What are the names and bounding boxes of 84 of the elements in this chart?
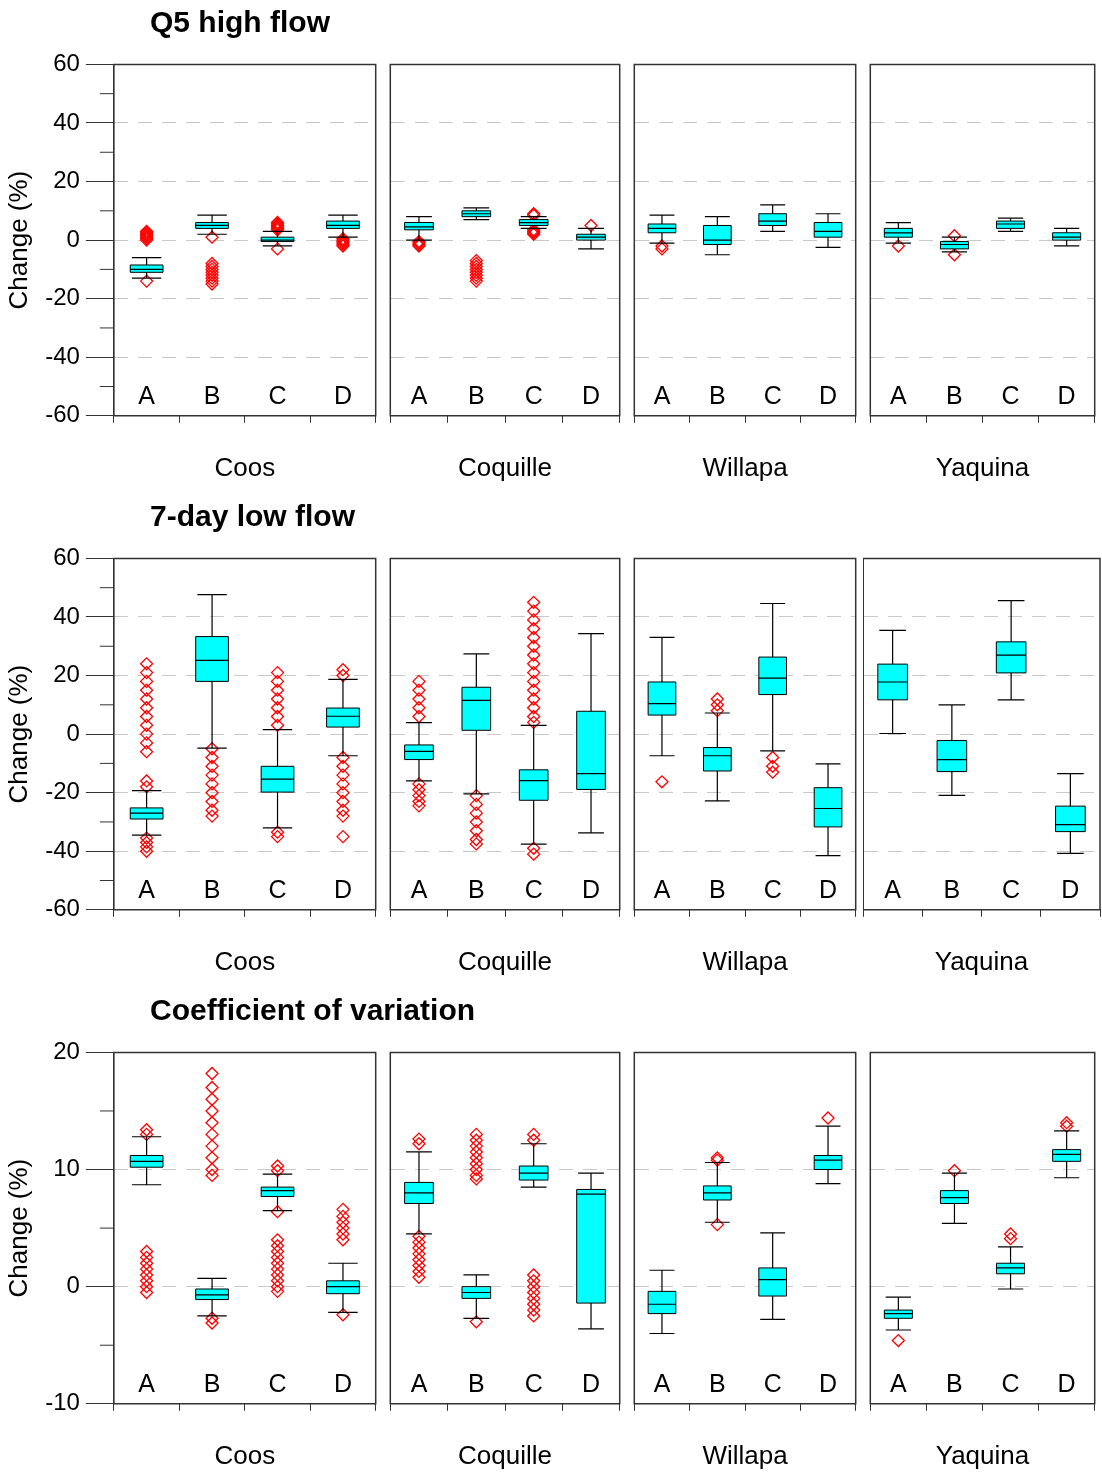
x-tick-label: C — [763, 874, 782, 903]
y-tick-label: 40 — [53, 107, 80, 135]
x-tick-label: B — [467, 874, 485, 903]
y-tick-label: 20 — [53, 660, 80, 688]
x-tick-label: A — [653, 380, 671, 409]
x-tick-label: A — [410, 1368, 428, 1397]
x-tick-label: D — [333, 1368, 352, 1397]
y-tick-label: -20 — [45, 283, 80, 311]
x-tick-label: C — [268, 874, 287, 903]
x-axis-title: Coquille — [458, 451, 552, 482]
x-tick-label: B — [467, 380, 485, 409]
x-tick-label: A — [410, 874, 428, 903]
y-tick-label: 0 — [66, 224, 80, 252]
x-axis-title: Willapa — [702, 945, 789, 976]
y-tick-label: -40 — [45, 341, 80, 369]
x-tick-label: B — [708, 380, 726, 409]
x-axis-title: Coquille — [458, 945, 552, 976]
x-axis-title: Coos — [214, 451, 276, 482]
chart-title: 7-day low flow — [149, 498, 357, 534]
x-tick-label: D — [1061, 874, 1080, 903]
x-tick-label: A — [138, 874, 156, 903]
x-tick-label: C — [268, 380, 287, 409]
x-tick-label: D — [581, 1368, 601, 1397]
chart-title: Coefficient of variation — [149, 992, 476, 1028]
x-tick-label: D — [333, 380, 352, 409]
x-tick-label: A — [138, 380, 156, 409]
x-tick-label: D — [581, 874, 601, 903]
x-tick-label: D — [1057, 380, 1076, 409]
x-tick-label: A — [884, 874, 902, 903]
x-axis-title: Yaquina — [935, 1439, 1030, 1470]
x-axis-title: Willapa — [702, 1439, 789, 1470]
y-tick-label: 20 — [53, 1037, 80, 1065]
x-tick-label: C — [1001, 380, 1020, 409]
x-tick-label: C — [1001, 1368, 1020, 1397]
x-axis-title: Willapa — [702, 451, 789, 482]
y-tick-label: 0 — [66, 1271, 80, 1299]
x-tick-label: C — [763, 1368, 782, 1397]
x-tick-label: D — [818, 380, 838, 409]
y-tick-label: 20 — [53, 166, 80, 194]
x-tick-label: B — [946, 380, 963, 409]
x-tick-label: D — [818, 1368, 838, 1397]
x-tick-label: B — [467, 1368, 485, 1397]
y-axis-title: Change (%) — [2, 664, 33, 804]
y-axis-title: Change (%) — [2, 1158, 33, 1298]
chart-title: Q5 high flow — [149, 4, 331, 40]
x-tick-label: A — [653, 874, 671, 903]
x-tick-label: C — [1002, 874, 1021, 903]
x-tick-label: B — [203, 380, 221, 409]
y-tick-label: -40 — [45, 835, 80, 863]
x-tick-label: B — [203, 1368, 221, 1397]
y-tick-label: 40 — [53, 601, 80, 629]
x-tick-label: A — [653, 1368, 671, 1397]
x-tick-label: B — [946, 1368, 963, 1397]
x-tick-label: D — [333, 874, 352, 903]
x-tick-label: B — [203, 874, 221, 903]
y-tick-label: -60 — [45, 400, 80, 428]
x-tick-label: A — [890, 380, 908, 409]
x-axis-title: Yaquina — [935, 451, 1030, 482]
x-tick-label: D — [1057, 1368, 1076, 1397]
y-tick-label: 60 — [53, 543, 80, 571]
x-tick-label: D — [818, 874, 838, 903]
x-tick-label: C — [763, 380, 782, 409]
x-tick-label: D — [581, 380, 601, 409]
y-tick-label: 60 — [53, 49, 80, 77]
y-axis-title: Change (%) — [2, 170, 33, 310]
x-tick-label: A — [890, 1368, 908, 1397]
y-tick-label: -20 — [45, 777, 80, 805]
y-tick-label: 0 — [66, 718, 80, 746]
x-tick-label: C — [268, 1368, 287, 1397]
x-tick-label: A — [410, 380, 428, 409]
x-tick-label: C — [524, 1368, 543, 1397]
x-tick-label: C — [524, 380, 543, 409]
y-tick-label: -60 — [45, 894, 80, 922]
x-tick-label: A — [138, 1368, 156, 1397]
x-tick-label: B — [708, 874, 726, 903]
x-axis-title: Coos — [214, 1439, 276, 1470]
x-axis-title: Coquille — [458, 1439, 552, 1470]
y-tick-label: 10 — [53, 1154, 80, 1182]
y-tick-label: -10 — [45, 1388, 80, 1416]
x-axis-title: Coos — [214, 945, 276, 976]
x-axis-title: Yaquina — [934, 945, 1029, 976]
x-tick-label: B — [708, 1368, 726, 1397]
x-tick-label: B — [943, 874, 961, 903]
x-tick-label: C — [524, 874, 543, 903]
